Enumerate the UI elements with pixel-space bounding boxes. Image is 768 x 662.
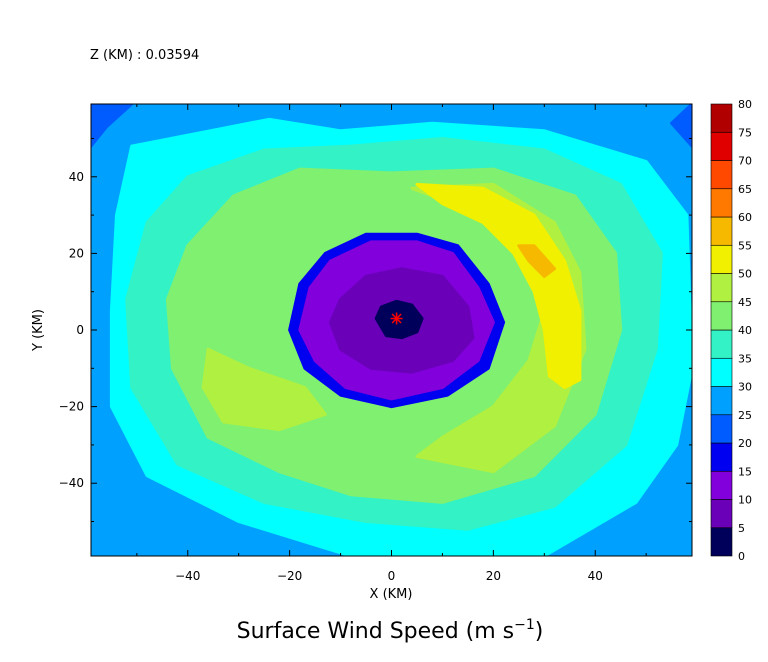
colorbar-label: 70 <box>738 155 752 168</box>
colorbar-label: 20 <box>738 437 752 450</box>
colorbar-label: 10 <box>738 494 752 507</box>
contour-band-55-60-0 <box>517 244 556 278</box>
colorbar-swatch <box>710 442 733 472</box>
contour-band-45-50-0 <box>201 347 327 432</box>
x-tick-label: 20 <box>486 569 501 583</box>
colorbar-swatch <box>710 414 733 444</box>
colorbar-label: 0 <box>738 550 745 563</box>
storm-center-marker <box>390 312 403 325</box>
colorbar-swatch <box>710 103 733 133</box>
title-exponent: −1 <box>514 617 535 633</box>
colorbar-label: 45 <box>738 296 752 309</box>
y-tick-label: −40 <box>59 476 84 490</box>
chart-subtitle: Z (KM) : 0.03594 <box>90 48 199 63</box>
colorbar-label: 40 <box>738 324 752 337</box>
colorbar-label: 15 <box>738 465 752 478</box>
x-tick-label: 40 <box>588 569 603 583</box>
chart-title: Surface Wind Speed (m s−1) <box>237 617 544 644</box>
colorbar-swatch <box>710 301 733 331</box>
contour-band-20-25-1 <box>670 104 692 148</box>
colorbar-swatch <box>710 329 733 359</box>
x-tick-label: −20 <box>277 569 302 583</box>
colorbar-label: 5 <box>738 522 745 535</box>
colorbar-label: 50 <box>738 268 752 281</box>
colorbar-swatch <box>710 160 733 190</box>
colorbar-swatch <box>710 470 733 500</box>
contour-plot-area <box>91 104 692 556</box>
y-tick-label: 20 <box>69 246 84 260</box>
x-tick-label: −40 <box>175 569 200 583</box>
colorbar-label: 55 <box>738 239 752 252</box>
colorbar-swatch <box>710 216 733 246</box>
y-tick-label: 0 <box>76 323 84 337</box>
contour-band-20-25-0 <box>91 104 134 148</box>
colorbar-label: 30 <box>738 381 752 394</box>
colorbar-swatch <box>710 131 733 161</box>
colorbar-label: 25 <box>738 409 752 422</box>
y-axis-label: Y (KM) <box>31 309 46 352</box>
colorbar-swatch <box>710 357 733 387</box>
colorbar-label: 75 <box>738 126 752 139</box>
colorbar-swatch <box>710 188 733 218</box>
colorbar-swatch <box>710 386 733 416</box>
contour-band-50-55-0 <box>415 182 582 389</box>
colorbar-swatch <box>710 244 733 274</box>
x-axis-label: X (KM) <box>370 587 413 602</box>
colorbar-label: 65 <box>738 183 752 196</box>
colorbar-label: 35 <box>738 352 752 365</box>
colorbar-swatch <box>710 273 733 303</box>
y-tick-label: 40 <box>69 170 84 184</box>
x-tick-label: 0 <box>388 569 396 583</box>
colorbar: 0 5 10 15 20 25 30 35 40 45 50 55 60 65 70 75 80 <box>710 98 752 563</box>
colorbar-swatch <box>710 499 733 529</box>
colorbar-label: 80 <box>738 98 752 111</box>
contour-band-0-5-0 <box>374 299 424 340</box>
colorbar-swatch <box>710 527 733 557</box>
colorbar-label: 60 <box>738 211 752 224</box>
y-tick-label: −20 <box>59 400 84 414</box>
